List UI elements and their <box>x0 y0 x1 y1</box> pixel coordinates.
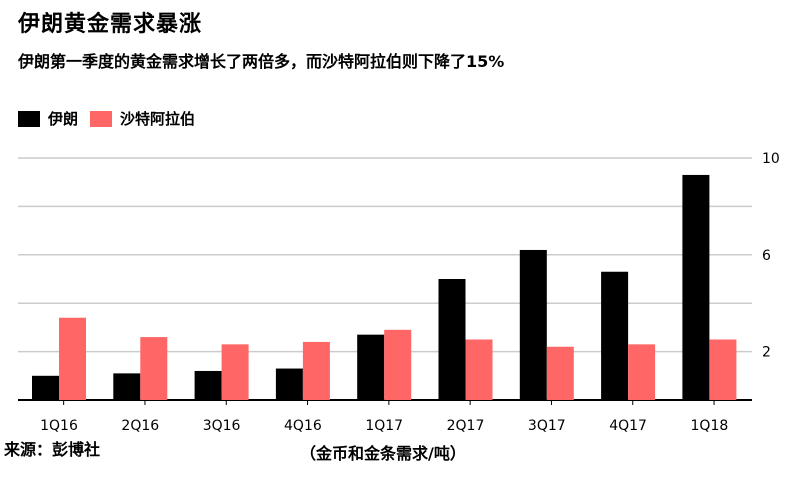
unit-label: （金币和金条需求/吨） <box>300 444 466 463</box>
bar-iran <box>194 370 222 400</box>
y-tick-label: 6 <box>762 248 771 264</box>
x-tick-label: 2Q17 <box>447 418 485 434</box>
bar-saudi <box>709 339 737 400</box>
legend-item-iran: 伊朗 <box>18 108 78 129</box>
bar-iran <box>275 368 303 400</box>
legend-item-saudi: 沙特阿拉伯 <box>90 108 195 129</box>
bar-saudi <box>302 341 330 400</box>
legend-swatch-iran <box>18 110 40 127</box>
legend-label-saudi: 沙特阿拉伯 <box>120 110 196 128</box>
bar-iran <box>32 375 59 400</box>
source-note: 来源：彭博社 <box>4 440 101 459</box>
legend-swatch-saudi <box>90 110 113 127</box>
y-tick-label: 10 <box>762 151 780 167</box>
x-tick-label: 2Q16 <box>121 418 159 434</box>
x-tick-label: 3Q16 <box>203 418 241 434</box>
x-tick-label: 4Q16 <box>284 418 322 434</box>
bar-saudi <box>546 346 574 400</box>
y-tick-label: 2 <box>762 345 771 361</box>
bar-iran <box>601 271 629 400</box>
bar-saudi <box>221 344 249 400</box>
x-tick-label: 4Q17 <box>609 418 647 434</box>
x-tick-label: 1Q17 <box>365 418 403 434</box>
chart-subtitle: 伊朗第一季度的黄金需求增长了两倍多，而沙特阿拉伯则下降了15% <box>18 52 505 71</box>
legend-label-iran: 伊朗 <box>48 110 79 128</box>
x-tick-label: 1Q16 <box>40 418 78 434</box>
bar-saudi <box>628 344 656 400</box>
x-tick-label: 1Q18 <box>691 418 729 434</box>
bar-saudi <box>384 329 412 400</box>
bar-iran <box>438 279 466 400</box>
chart-title: 伊朗黄金需求暴涨 <box>18 12 203 37</box>
bar-saudi <box>59 317 86 400</box>
bar-iran <box>682 174 710 400</box>
bar-saudi <box>465 339 493 400</box>
bar-iran <box>519 249 547 400</box>
bar-iran <box>357 334 385 400</box>
bar-saudi <box>140 337 168 400</box>
bar-iran <box>113 373 141 400</box>
legend: 伊朗 沙特阿拉伯 <box>18 108 207 129</box>
x-tick-label: 3Q17 <box>528 418 566 434</box>
